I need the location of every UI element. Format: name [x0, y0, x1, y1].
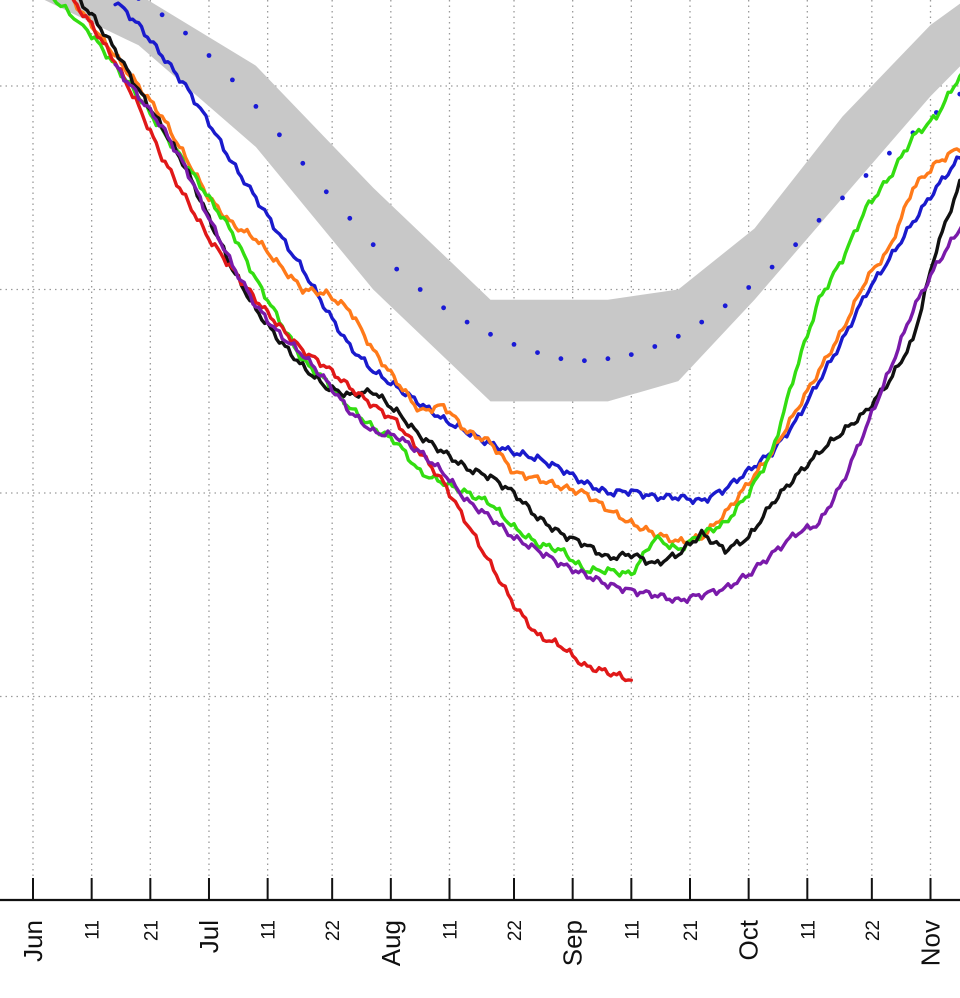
series-line-5 — [113, 62, 960, 604]
median-point-26 — [722, 303, 728, 309]
series-lines — [52, 0, 960, 683]
series-line-0 — [113, 1, 960, 505]
x-tick-label-9: Sep — [558, 920, 588, 966]
median-line — [136, 0, 960, 364]
median-point-15 — [464, 319, 470, 325]
median-point-31 — [840, 195, 845, 201]
x-tick-label-7: 11 — [440, 920, 461, 940]
median-point-17 — [511, 342, 517, 347]
median-point-20 — [582, 358, 587, 364]
median-point-36 — [957, 91, 960, 97]
x-axis: Jun 11 21 Jul 11 22 Aug 11 22 Sep 11 21 Oct 11 22 Nov — [0, 878, 960, 966]
median-point-13 — [417, 287, 423, 292]
x-tick-label-11: 21 — [681, 920, 702, 941]
median-point-28 — [769, 264, 775, 270]
grid — [0, 0, 960, 900]
range-band-area — [44, 0, 960, 402]
x-tick-label-5: 22 — [323, 920, 344, 941]
median-point-24 — [675, 333, 681, 339]
median-point-5 — [230, 77, 235, 83]
x-tick-label-1: 11 — [83, 920, 104, 940]
median-point-21 — [605, 356, 611, 362]
median-point-7 — [277, 132, 282, 138]
x-tick-label-3: Jul — [194, 920, 224, 953]
interdecile-range-band — [44, 0, 960, 402]
median-point-18 — [535, 350, 540, 355]
median-point-14 — [441, 305, 446, 311]
series-line-2 — [52, 0, 960, 578]
median-point-22 — [628, 352, 634, 357]
median-point-10 — [347, 215, 353, 221]
median-point-12 — [394, 266, 400, 272]
median-point-27 — [746, 285, 752, 290]
series-line-1 — [71, 0, 960, 545]
median-point-23 — [652, 344, 658, 349]
x-tick-label-14: 22 — [863, 920, 884, 941]
median-point-19 — [558, 356, 564, 362]
median-point-25 — [699, 319, 705, 325]
x-tick-label-15: Nov — [915, 920, 945, 966]
median-point-1 — [136, 0, 141, 1]
x-tick-label-13: 11 — [798, 920, 819, 940]
median-point-11 — [370, 242, 376, 248]
x-tick-label-12: Oct — [734, 919, 764, 960]
median-point-16 — [488, 331, 493, 337]
median-point-2 — [159, 12, 165, 18]
median-point-33 — [887, 150, 892, 156]
x-tick-label-0: Jun — [18, 920, 48, 962]
median-point-8 — [300, 160, 306, 166]
x-tick-label-2: 21 — [141, 920, 162, 941]
median-point-29 — [793, 242, 798, 248]
series-line-4 — [71, 0, 633, 683]
median-point-3 — [183, 30, 188, 36]
x-tick-label-8: 22 — [505, 920, 526, 941]
median-point-4 — [206, 53, 212, 58]
median-point-9 — [323, 189, 329, 195]
median-point-6 — [253, 104, 259, 109]
x-tick-label-4: 11 — [259, 920, 280, 940]
median-point-30 — [816, 217, 822, 223]
x-tick-label-10: 11 — [622, 920, 643, 940]
x-tick-label-6: Aug — [376, 920, 406, 966]
median-point-32 — [863, 173, 869, 178]
